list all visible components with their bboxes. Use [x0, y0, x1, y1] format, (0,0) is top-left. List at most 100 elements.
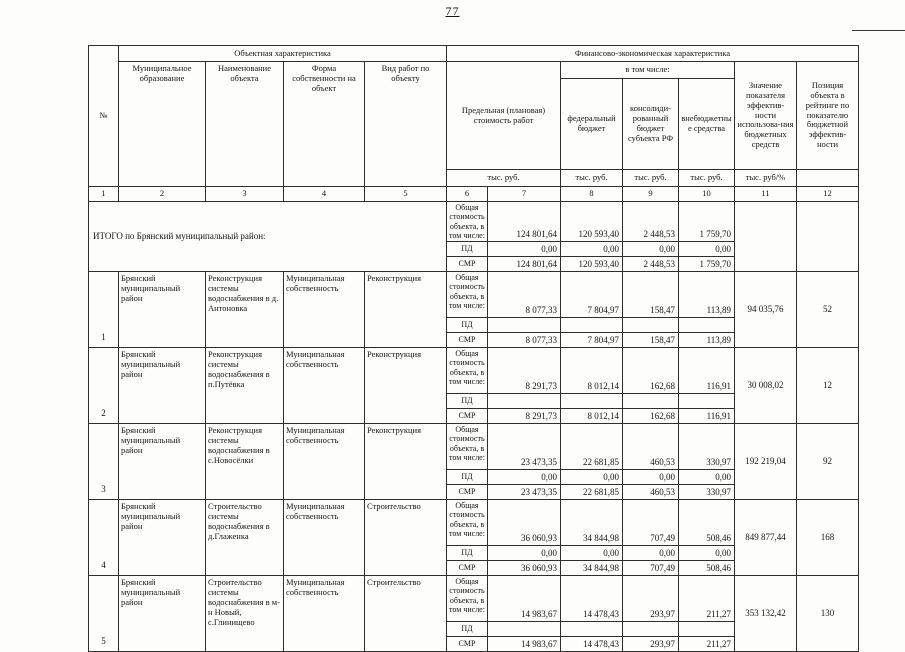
smr-row: СМР 23 473,35 22 681,85 460,53 330,97 — [89, 484, 859, 501]
units-cell: тыс. руб. — [622, 169, 679, 187]
pd-value: 0,00 — [622, 469, 679, 486]
work-type-cell: Строительство — [364, 575, 447, 652]
pd-value: 0,00 — [560, 241, 623, 258]
smr-row: СМР 36 060,93 34 844,98 707,49 508,46 — [89, 560, 859, 577]
pd-label: ПД — [446, 241, 488, 258]
pd-value: 0,00 — [487, 469, 561, 486]
smr-label: СМР — [446, 484, 488, 501]
municipality-cell: Брянский муниципальный район — [118, 499, 206, 577]
units-cell: тыс. руб/% — [734, 169, 797, 187]
smr-label: СМР — [446, 408, 488, 425]
object-row: 4 Брянский муниципальный район Строительст… — [88, 499, 860, 577]
object-row: 2 Брянский муниципальный район Реконструкц… — [88, 347, 860, 425]
total-cost-label: Общая стоимость объекта, в том числе: — [446, 575, 488, 623]
total-cost-value: 211,27 — [678, 575, 735, 623]
pd-value: 0,00 — [560, 545, 623, 562]
column-number: 4 — [283, 186, 365, 202]
smr-value: 22 681,85 — [560, 484, 623, 501]
header-group-row: № Объектная характеристика Финансово-эко… — [88, 45, 860, 187]
total-cost-value: 158,47 — [622, 271, 679, 319]
row-number: 5 — [88, 575, 119, 652]
smr-value: 508,46 — [678, 560, 735, 577]
pd-value — [560, 317, 623, 334]
rating-value: 92 — [795, 423, 860, 501]
scan-artifact-line — [852, 30, 905, 31]
column-header-ownership: Форма собственности на объект — [283, 61, 365, 187]
column-number: 11 — [734, 186, 797, 202]
pd-value — [560, 621, 623, 638]
pd-value: 0,00 — [622, 545, 679, 562]
rating-value: 168 — [795, 499, 860, 577]
total-cost-value: 14 983,67 — [487, 575, 561, 623]
pd-value — [487, 317, 561, 334]
pd-value — [622, 393, 679, 410]
column-number: 5 — [364, 186, 447, 202]
efficiency-value — [734, 200, 797, 273]
smr-value: 8 291,73 — [487, 408, 561, 425]
total-cost-value: 8 291,73 — [487, 347, 561, 395]
municipality-cell: Брянский муниципальный район — [118, 271, 206, 349]
smr-value: 116,91 — [678, 408, 735, 425]
object-name-cell: Строительство системы водоснабжения в м-… — [205, 575, 284, 652]
object-name-cell: Реконструкция системы водоснабжения в с.… — [205, 423, 284, 501]
smr-value: 1 759,70 — [678, 256, 735, 273]
object-row: 5 Брянский муниципальный район Строительст… — [88, 575, 860, 652]
smr-value: 162,68 — [622, 408, 679, 425]
row-number: 2 — [88, 347, 119, 425]
smr-value: 330,97 — [678, 484, 735, 501]
header-numbers-row: 1 2 3 4 5 6 7 8 9 10 11 12 — [88, 186, 860, 202]
smr-label: СМР — [446, 636, 488, 652]
smr-value: 14 478,43 — [560, 636, 623, 652]
column-header-extrabudget: внебюджетные средства — [678, 78, 735, 170]
column-header-efficiency: Значение показателя эффектив-ности испол… — [734, 61, 797, 170]
column-header-including: в том числе: — [560, 61, 735, 79]
total-cost-value: 1 759,70 — [678, 200, 735, 243]
object-name-cell: Реконструкция системы водоснабжения в п.… — [205, 347, 284, 425]
pd-row: ПД 0,00 0,00 0,00 0,00 — [89, 241, 859, 258]
total-cost-value: 293,97 — [622, 575, 679, 623]
smr-label: СМР — [446, 332, 488, 349]
ownership-cell: Муниципальная собственность — [283, 271, 365, 349]
column-number: 7 — [487, 186, 561, 202]
pd-value: 0,00 — [678, 241, 735, 258]
total-cost-value: 707,49 — [622, 499, 679, 547]
pd-label: ПД — [446, 317, 488, 334]
page-number: 77 — [445, 4, 460, 18]
efficiency-value: 192 219,04 — [734, 423, 797, 501]
smr-value: 158,47 — [622, 332, 679, 349]
total-cost-value: 23 473,35 — [487, 423, 561, 471]
total-cost-value: 162,68 — [622, 347, 679, 395]
column-number: 8 — [560, 186, 623, 202]
object-row: 3 Брянский муниципальный район Реконструкц… — [88, 423, 860, 501]
ownership-cell: Муниципальная собственность — [283, 347, 365, 425]
column-number: 12 — [795, 186, 860, 202]
total-cost-value: 2 448,53 — [622, 200, 679, 243]
efficiency-value: 849 877,44 — [734, 499, 797, 577]
total-cost-value: 22 681,85 — [560, 423, 623, 471]
smr-value: 460,53 — [622, 484, 679, 501]
total-cost-value: 7 804,97 — [560, 271, 623, 319]
smr-value: 8 012,14 — [560, 408, 623, 425]
header-title-row: Муниципальное образование Наименование о… — [89, 61, 860, 187]
pd-label: ПД — [446, 621, 488, 638]
rating-value: 52 — [795, 271, 860, 349]
total-cost-value: 34 844,98 — [560, 499, 623, 547]
ownership-cell: Муниципальная собственность — [283, 499, 365, 577]
smr-value: 707,49 — [622, 560, 679, 577]
smr-value: 124 801,64 — [487, 256, 561, 273]
units-cell: тыс. руб. — [446, 169, 561, 187]
table-header: № Объектная характеристика Финансово-эко… — [88, 45, 860, 202]
total-cost-value: 116,91 — [678, 347, 735, 395]
municipality-cell: Брянский муниципальный район — [118, 347, 206, 425]
column-header-municipality: Муниципальное образование — [118, 61, 206, 187]
total-cost-value: 8 077,33 — [487, 271, 561, 319]
rating-value: 12 — [795, 347, 860, 425]
total-cost-value: 460,53 — [622, 423, 679, 471]
pd-value: 0,00 — [560, 469, 623, 486]
work-type-cell: Строительство — [364, 499, 447, 577]
column-header-rating: Позиция объекта в рейтинге по показателю… — [795, 61, 860, 170]
header-units-row: тыс. руб. тыс. руб. тыс. руб. тыс. руб. … — [89, 169, 860, 187]
column-number: 10 — [678, 186, 735, 202]
report-table: № Объектная характеристика Финансово-эко… — [88, 45, 860, 652]
group-header-object: Объектная характеристика — [118, 45, 447, 62]
